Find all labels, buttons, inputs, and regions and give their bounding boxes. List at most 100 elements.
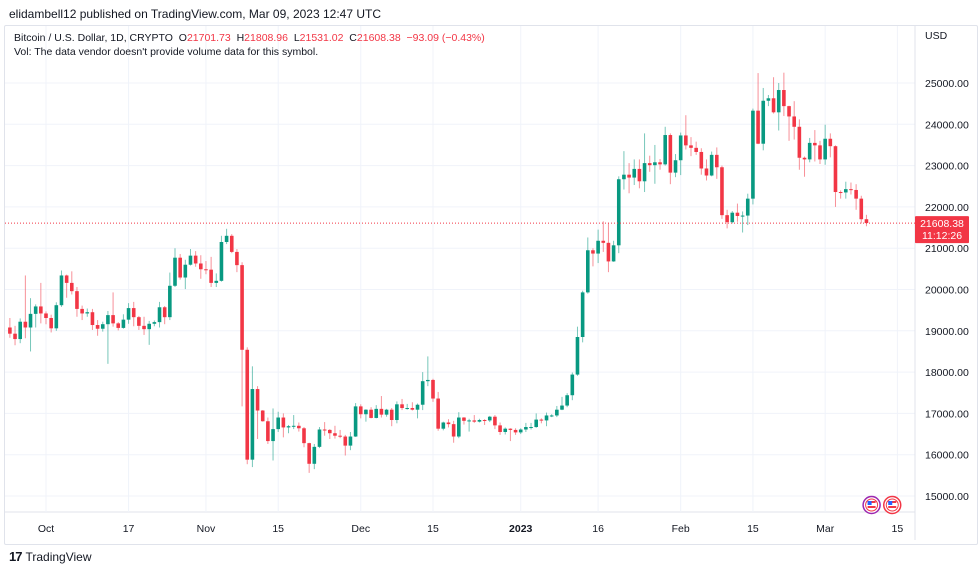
candle [178, 253, 182, 280]
candle-body [472, 420, 477, 422]
candle-body [178, 257, 182, 278]
candle [740, 211, 745, 233]
candle [441, 421, 446, 431]
candle-body [70, 282, 74, 292]
candle [709, 151, 714, 177]
candle-body [214, 280, 219, 283]
candle-body [678, 135, 683, 161]
candle-body [771, 98, 776, 113]
candle-body [276, 417, 280, 430]
candle-body [157, 307, 162, 323]
candle-body [39, 306, 43, 314]
candle [168, 272, 172, 321]
candle [792, 101, 796, 140]
time-tick-label: 15 [427, 523, 439, 535]
candle-body [250, 389, 255, 460]
candle [100, 321, 105, 332]
candle-body [415, 404, 420, 410]
candle-body [756, 110, 760, 144]
candle [188, 249, 193, 266]
candle-body [333, 433, 337, 436]
candle-body [513, 429, 518, 433]
candle-body [271, 429, 275, 442]
candle-body [828, 138, 833, 147]
candle [694, 141, 698, 155]
candle [653, 144, 657, 184]
candle-body [477, 420, 482, 422]
candle [720, 165, 724, 219]
candle [849, 182, 853, 195]
candle-body [813, 142, 817, 146]
candle [766, 94, 771, 107]
candle-body [420, 381, 425, 405]
candle [684, 115, 688, 150]
low-label: L [293, 32, 300, 44]
candles [8, 72, 869, 473]
candle [725, 209, 729, 229]
candle [157, 301, 162, 328]
candle [431, 378, 435, 402]
candle [183, 259, 188, 290]
candle-body [240, 265, 244, 350]
us-flag-icon[interactable] [862, 495, 881, 515]
candle [498, 422, 502, 435]
candle [121, 314, 126, 329]
candle [59, 270, 64, 307]
candle-body [642, 163, 647, 182]
candle [389, 408, 394, 427]
close-value: 21608.38 [356, 32, 401, 44]
price-tick-label: 21000.00 [925, 243, 969, 255]
candle [229, 234, 234, 254]
candle [281, 413, 286, 438]
candle [807, 137, 812, 163]
candle [173, 248, 177, 288]
candle-body [720, 167, 724, 216]
low-value: 21531.02 [299, 32, 344, 44]
us-flag-icon[interactable] [882, 495, 902, 515]
candle-body [529, 427, 533, 429]
candle [596, 229, 600, 264]
candle-body [23, 321, 28, 328]
candle [642, 133, 647, 193]
candle-body [792, 116, 796, 127]
open-label: O [178, 32, 187, 44]
candle [8, 317, 12, 338]
candle-body [168, 285, 172, 318]
currency-label: USD [925, 30, 948, 42]
candle [787, 105, 791, 141]
candle-body [188, 255, 193, 265]
candle [28, 298, 33, 352]
candle [580, 290, 585, 343]
candle-body [436, 398, 440, 429]
candle-body [745, 198, 750, 216]
candle-body [704, 168, 709, 176]
candle [493, 415, 497, 430]
candle-body [586, 250, 590, 293]
candle-body [673, 160, 678, 173]
candle-body [446, 422, 451, 425]
candle-body [616, 179, 621, 246]
candle-body [849, 189, 853, 191]
candle-body [44, 313, 48, 318]
candle-body [560, 405, 564, 410]
price-tick-label: 15000.00 [925, 491, 969, 503]
candle-body [291, 425, 296, 427]
close-label: C [349, 32, 357, 44]
time-tick-label: 17 [123, 523, 135, 535]
time-tick-label: Oct [38, 523, 54, 535]
brand-name: TradingView [25, 549, 92, 564]
candle-body [162, 307, 167, 318]
candle-body [364, 409, 368, 415]
candle-body [431, 379, 435, 399]
time-tick-label: Dec [351, 523, 370, 535]
candle [410, 402, 415, 411]
candle [271, 408, 275, 461]
candle-body [229, 235, 234, 252]
candle-body [18, 321, 22, 340]
price-tick-label: 24000.00 [925, 119, 969, 131]
candle-body [379, 408, 384, 415]
candle-body [596, 240, 600, 254]
candle-body [524, 427, 528, 430]
candle [457, 412, 461, 439]
